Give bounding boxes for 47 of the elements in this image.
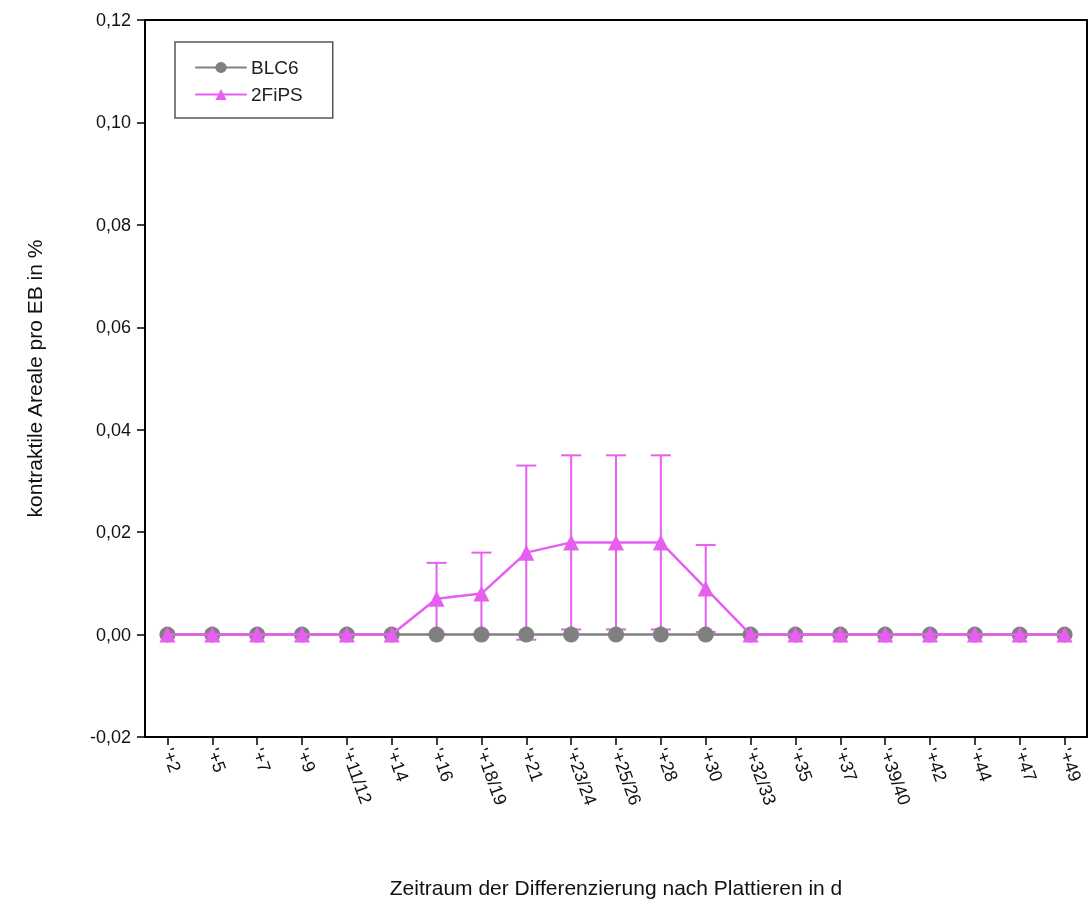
point xyxy=(428,626,445,643)
y-tick-label: 0,02 xyxy=(95,522,131,543)
x-tick-label: '+7 xyxy=(247,745,275,775)
y-tick-label: 0,04 xyxy=(95,419,131,440)
y-tick-label: 0,00 xyxy=(95,624,131,645)
point xyxy=(563,534,580,551)
x-tick-label: '+11/12 xyxy=(337,745,376,807)
y-tick-label: 0,12 xyxy=(95,10,131,30)
point xyxy=(518,626,535,643)
x-tick-label: '+18/19 xyxy=(472,745,511,808)
legend-label: 2FiPS xyxy=(251,84,303,105)
x-tick-label: '+32/33 xyxy=(741,745,781,808)
x-tick-label: '+30 xyxy=(696,745,727,785)
y-tick-label: 0,06 xyxy=(95,317,131,338)
point xyxy=(428,590,445,607)
x-tick-label: '+42 xyxy=(920,745,952,785)
point xyxy=(518,544,535,561)
x-tick-label: '+44 xyxy=(965,745,996,785)
legend-label: BLC6 xyxy=(251,57,299,78)
x-tick-label: '+14 xyxy=(382,745,413,785)
x-tick-label: '+23/24 xyxy=(561,745,601,808)
x-tick-label: '+28 xyxy=(651,745,682,785)
y-tick-label: -0,02 xyxy=(89,727,131,747)
point xyxy=(697,580,714,597)
y-tick-label: 0,10 xyxy=(95,112,131,133)
x-tick-label: '+5 xyxy=(202,745,230,775)
y-tick-label: 0,08 xyxy=(95,214,131,235)
x-tick-label: '+37 xyxy=(830,745,862,785)
x-tick-label: '+9 xyxy=(292,745,320,775)
point xyxy=(563,626,580,643)
x-tick-label: '+2 xyxy=(158,745,186,775)
point xyxy=(608,626,624,643)
x-tick-label: '+49 xyxy=(1055,745,1086,785)
x-tick-label: '+25/26 xyxy=(606,745,646,808)
x-tick-label: '+39/40 xyxy=(875,745,915,808)
point xyxy=(473,626,490,643)
point xyxy=(652,626,669,643)
point xyxy=(473,585,490,602)
x-tick-label: '+35 xyxy=(786,745,817,785)
point xyxy=(697,626,714,643)
y-axis-title: kontraktile Areale pro EB in % xyxy=(23,239,46,518)
x-tick-label: '+21 xyxy=(516,745,548,785)
x-tick-label: '+16 xyxy=(427,745,458,785)
x-axis-title: Zeitraum der Differenzierung nach Plattieren in d xyxy=(389,876,843,899)
x-tick-label: '+47 xyxy=(1010,745,1041,785)
point xyxy=(608,534,624,551)
point xyxy=(652,534,669,551)
